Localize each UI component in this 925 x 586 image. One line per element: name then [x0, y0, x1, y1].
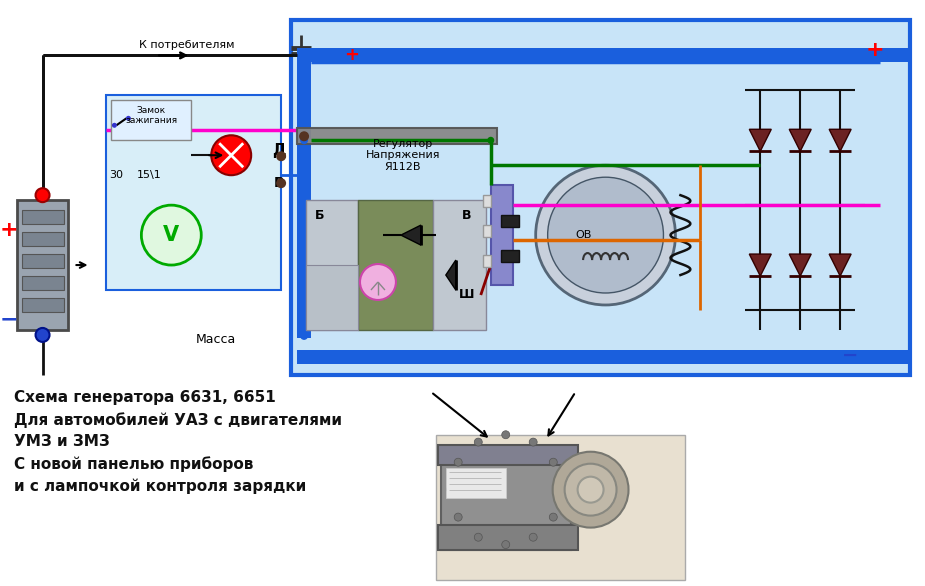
Polygon shape — [789, 130, 811, 151]
Text: Ш: Ш — [459, 288, 475, 301]
Circle shape — [475, 438, 482, 446]
Polygon shape — [829, 254, 851, 276]
Bar — [297, 128, 497, 144]
Bar — [483, 225, 491, 237]
Circle shape — [454, 513, 462, 521]
Text: 30: 30 — [109, 170, 123, 180]
Bar — [358, 200, 433, 330]
Circle shape — [454, 458, 462, 466]
Circle shape — [548, 177, 663, 293]
Circle shape — [501, 431, 510, 439]
Bar — [306, 200, 358, 330]
Circle shape — [211, 135, 252, 175]
Text: Регулятор
Напряжения
Я112В: Регулятор Напряжения Я112В — [365, 139, 440, 172]
Circle shape — [277, 178, 286, 188]
Bar — [446, 468, 506, 498]
Bar — [438, 445, 577, 465]
Circle shape — [552, 452, 628, 527]
Circle shape — [300, 59, 308, 66]
Circle shape — [557, 486, 564, 493]
Circle shape — [536, 165, 675, 305]
Bar — [291, 21, 910, 375]
Bar — [500, 215, 519, 227]
Bar — [483, 255, 491, 267]
Bar — [433, 200, 486, 330]
Bar — [21, 210, 64, 224]
Circle shape — [35, 328, 50, 342]
Text: ОВ: ОВ — [575, 230, 592, 240]
Text: Д: Д — [272, 143, 286, 158]
Circle shape — [300, 171, 308, 179]
Circle shape — [549, 458, 557, 466]
Circle shape — [299, 131, 309, 141]
Bar — [106, 96, 281, 290]
Bar — [306, 265, 358, 330]
Circle shape — [300, 332, 308, 340]
Circle shape — [564, 464, 617, 516]
Bar — [297, 49, 910, 62]
Circle shape — [112, 123, 117, 128]
Text: +: + — [344, 46, 360, 64]
Bar — [21, 232, 64, 246]
Text: Масса: Масса — [196, 333, 237, 346]
Polygon shape — [749, 130, 771, 151]
Text: В: В — [274, 176, 285, 190]
Polygon shape — [446, 260, 456, 290]
Text: +: + — [0, 220, 18, 240]
Polygon shape — [789, 254, 811, 276]
Circle shape — [35, 188, 50, 202]
Text: +: + — [866, 40, 884, 60]
Circle shape — [475, 533, 482, 541]
Text: −: − — [0, 310, 18, 330]
Polygon shape — [401, 225, 421, 245]
Circle shape — [277, 151, 286, 161]
Bar — [483, 195, 491, 207]
Circle shape — [360, 264, 396, 300]
Bar — [441, 449, 571, 550]
Polygon shape — [749, 254, 771, 276]
Circle shape — [142, 205, 202, 265]
Bar — [500, 250, 519, 262]
Text: Замок
зажигания: Замок зажигания — [125, 105, 178, 125]
Bar — [438, 524, 577, 550]
Bar — [21, 276, 64, 290]
Circle shape — [487, 137, 494, 144]
Circle shape — [447, 486, 455, 493]
Bar — [297, 350, 910, 364]
Text: В: В — [462, 209, 472, 222]
Text: 15\1: 15\1 — [137, 170, 162, 180]
Text: V: V — [163, 225, 179, 245]
Circle shape — [549, 513, 557, 521]
Circle shape — [300, 137, 308, 144]
Bar — [436, 435, 685, 580]
Bar — [21, 298, 64, 312]
Circle shape — [529, 438, 537, 446]
Circle shape — [501, 540, 510, 548]
Bar — [111, 100, 191, 140]
Bar — [491, 185, 512, 285]
Circle shape — [126, 116, 130, 121]
Polygon shape — [829, 130, 851, 151]
Text: Б: Б — [315, 209, 325, 222]
Text: К потребителям: К потребителям — [139, 40, 234, 50]
Text: −: − — [842, 345, 858, 364]
Circle shape — [529, 533, 537, 541]
Bar — [297, 49, 311, 338]
Text: Схема генератора 6631, 6651
Для автомобилей УАЗ с двигателями
УМЗ и ЗМЗ
С новой : Схема генератора 6631, 6651 Для автомоби… — [14, 390, 341, 494]
Circle shape — [577, 476, 603, 503]
Bar — [21, 254, 64, 268]
Bar — [17, 200, 68, 330]
